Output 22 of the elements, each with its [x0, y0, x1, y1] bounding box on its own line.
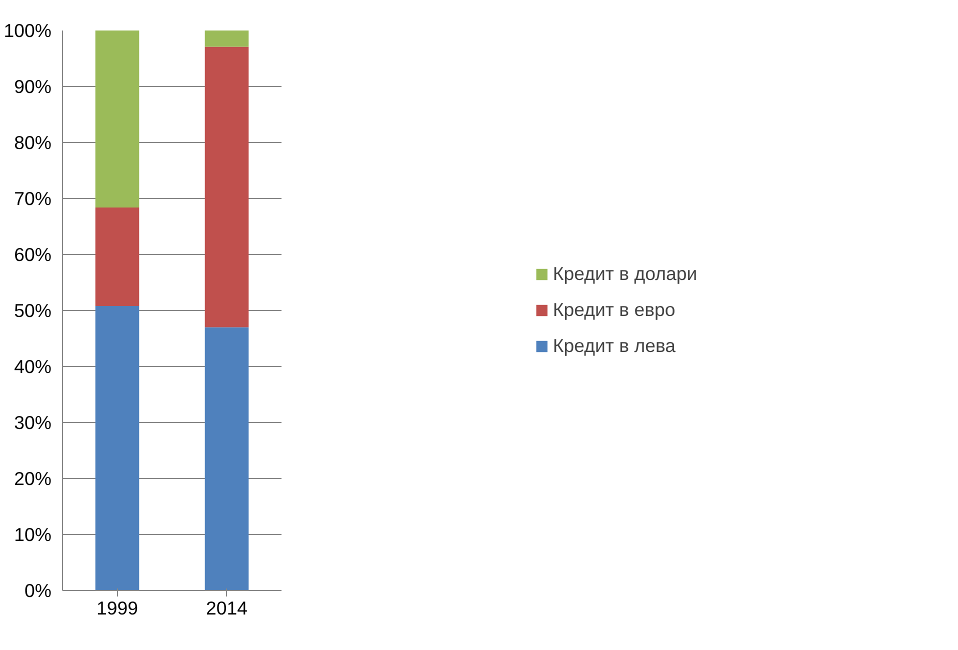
bar: [204, 30, 249, 47]
y-tick-label: 80%: [14, 132, 52, 153]
bar: [204, 327, 249, 590]
x-tick-label: 1999: [96, 598, 138, 618]
y-tick-label: 60%: [14, 244, 52, 265]
x-tick-label: 2014: [206, 598, 248, 618]
legend-label: Кредит в евро: [552, 299, 676, 321]
y-tick-label: 20%: [14, 468, 52, 489]
y-tick-label: 50%: [14, 300, 52, 321]
bar: [95, 207, 140, 306]
y-tick-label: 40%: [14, 356, 52, 377]
bar: [204, 46, 249, 328]
bar: [95, 306, 140, 590]
y-tick-label: 30%: [14, 412, 52, 433]
y-tick-label: 100%: [4, 20, 52, 41]
y-tick-label: 0%: [24, 580, 52, 601]
legend-label: Кредит в лева: [552, 335, 676, 357]
y-tick-label: 90%: [14, 76, 52, 97]
y-tick-label: 10%: [14, 524, 52, 545]
bar: [95, 30, 140, 208]
legend-label: Кредит в долари: [552, 263, 698, 285]
y-tick-label: 70%: [14, 188, 52, 209]
